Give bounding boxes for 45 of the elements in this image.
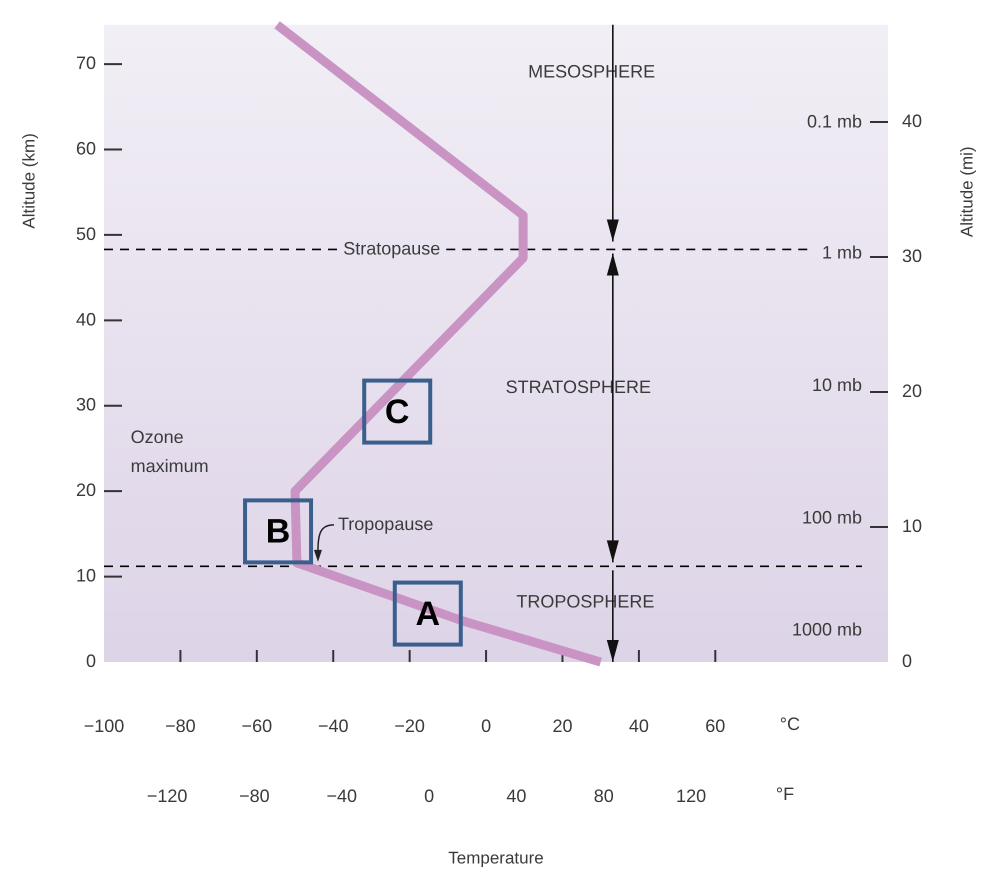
x-tick-label: 0 [481,716,492,736]
y-tick-label: 70 [76,53,96,74]
x-tick-label: −60 [242,716,272,736]
y2-tick-label: 0 [902,650,912,671]
y2-tick-label: 30 [902,246,922,266]
ref-line-label: Stratopause [343,238,440,258]
annotation: 1 mb [822,242,862,263]
annotation: Ozone maximum [130,426,209,476]
y-tick-label: 30 [76,394,96,415]
x2-tick-label: −80 [239,786,270,806]
y2-tick-label: 20 [902,380,922,401]
x-tick-label: −100 [84,716,124,736]
annotation: 10 mb [812,375,862,396]
x-axis-title: Temperature [448,848,544,868]
annotation: C [384,392,410,431]
y-tick-label: 60 [76,138,96,158]
x-tick-label: 20 [552,716,572,736]
x-tick-label: −80 [165,716,196,736]
x2-tick-label: 40 [506,786,526,806]
y-tick-label: 50 [76,224,96,244]
y2-axis-title: Altitude (mi) [958,146,977,238]
annotation: B [266,512,290,551]
x2-tick-label: −40 [326,786,358,806]
x-tick-label: −20 [394,716,425,736]
annotation: 100 mb [802,508,862,528]
x2-tick-label: 120 [676,786,706,806]
annotation: Tropopause [338,514,434,534]
y-tick-label: 0 [86,650,96,671]
text: °F [776,784,794,804]
x2-tick-label: 80 [594,786,614,806]
y-axis-title: Altitude (km) [20,133,39,229]
y2-tick-label: 10 [902,516,922,536]
x2-tick-label: −120 [146,786,188,806]
annotation: 0.1 mb [806,111,862,132]
y-tick-label: 10 [76,566,96,586]
y2-tick-label: 40 [902,110,922,131]
x-tick-label: −40 [318,716,349,736]
y-tick-label: 40 [76,309,96,330]
x-tick-label: 60 [705,716,726,736]
annotation: A [416,594,440,633]
x2-tick-label: 0 [424,786,434,806]
text: °C [780,714,800,734]
x-tick-label: 40 [628,716,649,736]
annotation: 1000 mb [792,620,862,640]
y-tick-label: 20 [76,480,96,500]
